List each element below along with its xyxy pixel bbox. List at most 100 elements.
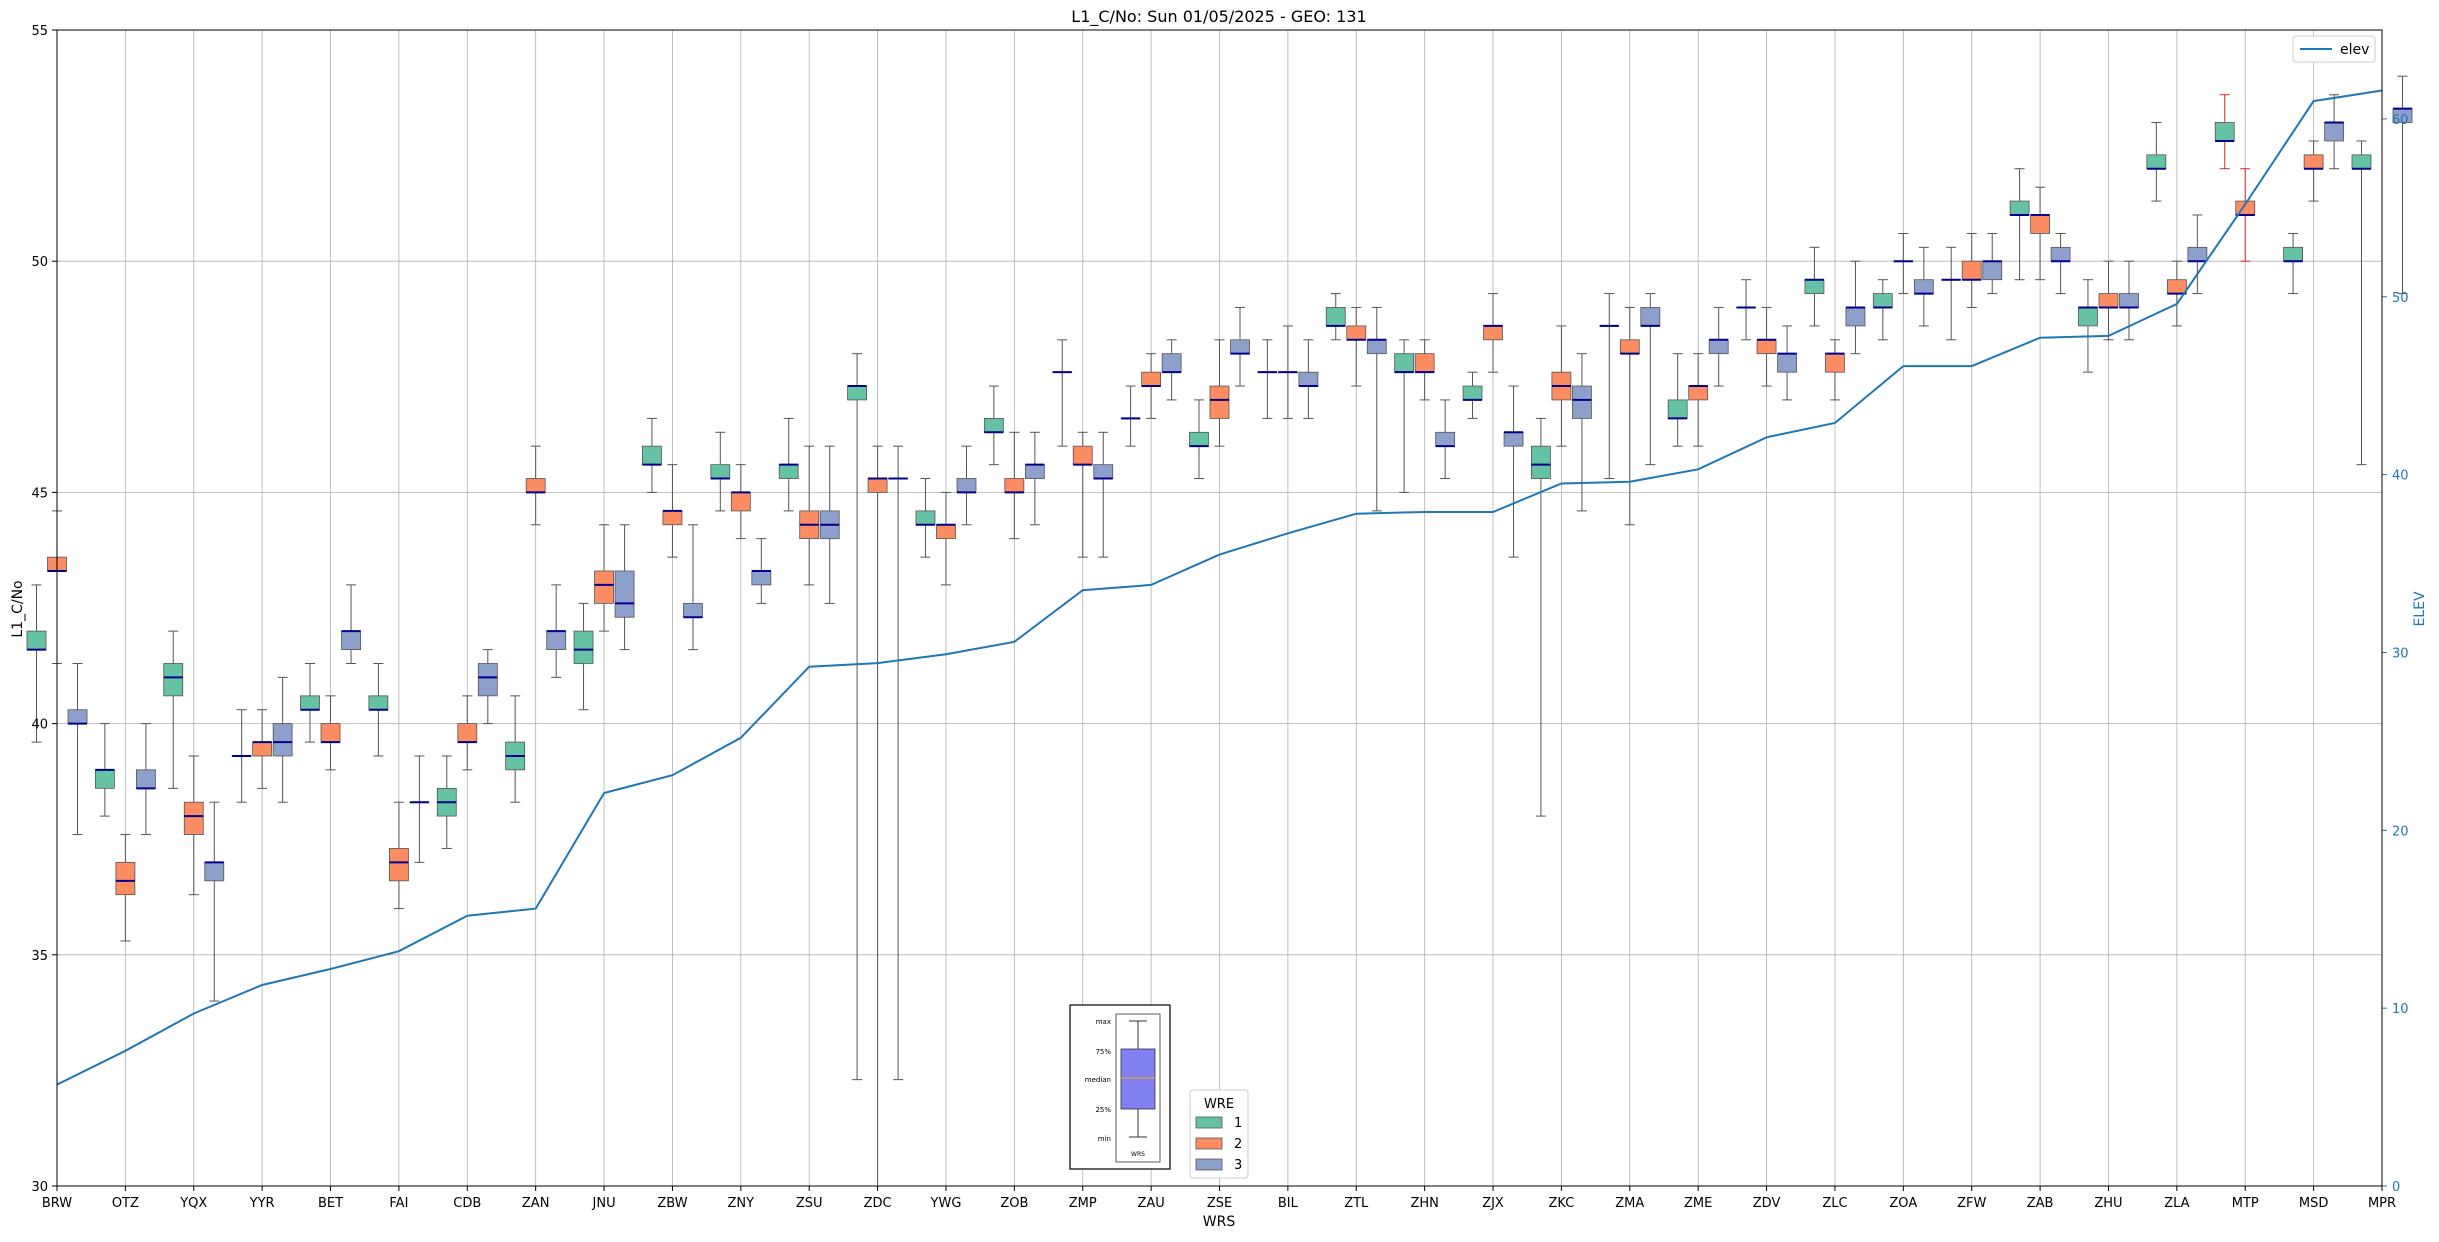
box-body <box>67 709 88 725</box>
x-tick-label: ZMA <box>1615 1196 1644 1211</box>
x-tick-label: BET <box>318 1196 343 1211</box>
box-body <box>1619 339 1640 355</box>
box-body <box>1845 307 1866 327</box>
box-body <box>1189 431 1209 447</box>
box-body <box>204 861 225 882</box>
y2-tick-label: 40 <box>2392 469 2409 484</box>
box-body <box>1961 260 1982 281</box>
box-body <box>1825 353 1845 373</box>
box-plot-key-inset: max 75% median 25% min WRS <box>1069 1004 1171 1170</box>
box-body <box>1572 385 1592 419</box>
box-body <box>1161 353 1182 373</box>
y2-tick-label: 20 <box>2392 824 2409 839</box>
x-tick-label: JNU <box>592 1196 616 1211</box>
wre-legend-label-1: 1 <box>1234 1116 1242 1131</box>
box-body <box>1072 445 1093 466</box>
elev-legend-frame <box>2292 35 2376 63</box>
inset-label-min: min <box>1098 1135 1111 1143</box>
box-body <box>368 695 389 711</box>
box-body <box>710 464 731 479</box>
box-body <box>956 478 977 493</box>
box-body <box>915 510 936 526</box>
wre-legend: WRE 1 2 3 <box>1189 1089 1249 1179</box>
elev-series-line <box>56 89 2383 1086</box>
x-tick-label: CDB <box>453 1196 481 1211</box>
x-tick-label: ZBW <box>657 1196 687 1211</box>
box-body <box>1503 431 1524 447</box>
box-body <box>730 491 751 512</box>
box-body <box>2283 246 2304 262</box>
box-body <box>751 570 772 586</box>
x-tick-label: ZME <box>1684 1196 1712 1211</box>
box-body <box>457 723 478 743</box>
box-body <box>1435 431 1456 447</box>
box-body <box>2166 279 2187 294</box>
box-body <box>2351 154 2372 170</box>
x-tick-label: OTZ <box>112 1196 139 1211</box>
box-body <box>1777 353 1797 373</box>
wre-legend-swatch-2 <box>1195 1137 1223 1150</box>
box-body <box>867 478 888 493</box>
inset-label-q3: 75% <box>1095 1048 1111 1056</box>
y2-tick-label: 30 <box>2392 646 2409 661</box>
elev-legend-label: elev <box>2340 42 2369 58</box>
x-tick-label: ZHU <box>2094 1196 2122 1211</box>
box-body <box>341 630 361 651</box>
box-body <box>477 663 498 697</box>
box-body <box>1756 339 1777 355</box>
x-tick-label: ZDV <box>1753 1196 1781 1211</box>
box-body <box>847 385 867 401</box>
box-body <box>135 769 156 789</box>
x-tick-label: ZHN <box>1410 1196 1438 1211</box>
x-tick-label: FAI <box>389 1196 408 1211</box>
box-body <box>594 570 614 604</box>
box-body <box>936 524 956 540</box>
box-body <box>320 723 341 743</box>
box-body <box>2187 246 2208 262</box>
box-body <box>1708 339 1729 355</box>
x-tick-label: YWG <box>930 1196 962 1211</box>
box-body <box>2146 154 2167 170</box>
box-body <box>1804 279 1825 294</box>
box-body <box>1298 371 1319 387</box>
x-tick-label: MTP <box>2232 1196 2259 1211</box>
box-body <box>2078 307 2098 327</box>
x-tick-label: BIL <box>1278 1196 1299 1211</box>
y2-tick-label: 10 <box>2392 1002 2409 1017</box>
wre-legend-swatch-3 <box>1195 1158 1223 1171</box>
x-tick-label: ZDC <box>864 1196 892 1211</box>
x-tick-label: ZLC <box>1822 1196 1847 1211</box>
x-tick-label: MSD <box>2299 1196 2328 1211</box>
box-body <box>642 445 662 466</box>
inset-xlabel: WRS <box>1131 1151 1145 1158</box>
x-tick-label: ZAN <box>522 1196 550 1211</box>
y2-tick-label: 50 <box>2392 291 2409 306</box>
box-body <box>26 630 47 651</box>
box-body <box>1688 385 1709 401</box>
box-body <box>94 769 115 789</box>
x-tick-label: ZOB <box>1000 1196 1028 1211</box>
axes-layer: BRW OTZ YQX YYR BET FAI CDB ZAN JNU ZBW ZNY ZSU ZDC Y… <box>31 24 2408 1211</box>
box-body <box>1366 339 1387 355</box>
box-body <box>1093 464 1114 479</box>
box-body <box>573 630 594 664</box>
box-body <box>2214 122 2235 142</box>
box-body <box>1325 307 1346 327</box>
box-body <box>683 602 703 618</box>
wre-legend-label-2: 2 <box>1234 1137 1242 1152</box>
box-body <box>1483 325 1503 341</box>
x-tick-label: ZSE <box>1207 1196 1232 1211</box>
y2-tick-label: 60 <box>2392 113 2409 128</box>
wre-legend-frame <box>1189 1089 1249 1179</box>
inset-axes <box>1115 1013 1161 1163</box>
x-tick-label: YYR <box>249 1196 275 1211</box>
box-body <box>2030 214 2050 234</box>
box-body <box>1913 279 1934 294</box>
box-body <box>183 801 204 835</box>
elev-legend: elev <box>2292 35 2376 63</box>
box-body <box>1640 307 1661 327</box>
inset-label-q1: 25% <box>1095 1106 1111 1114</box>
x-tick-label: MPR <box>2368 1196 2396 1211</box>
